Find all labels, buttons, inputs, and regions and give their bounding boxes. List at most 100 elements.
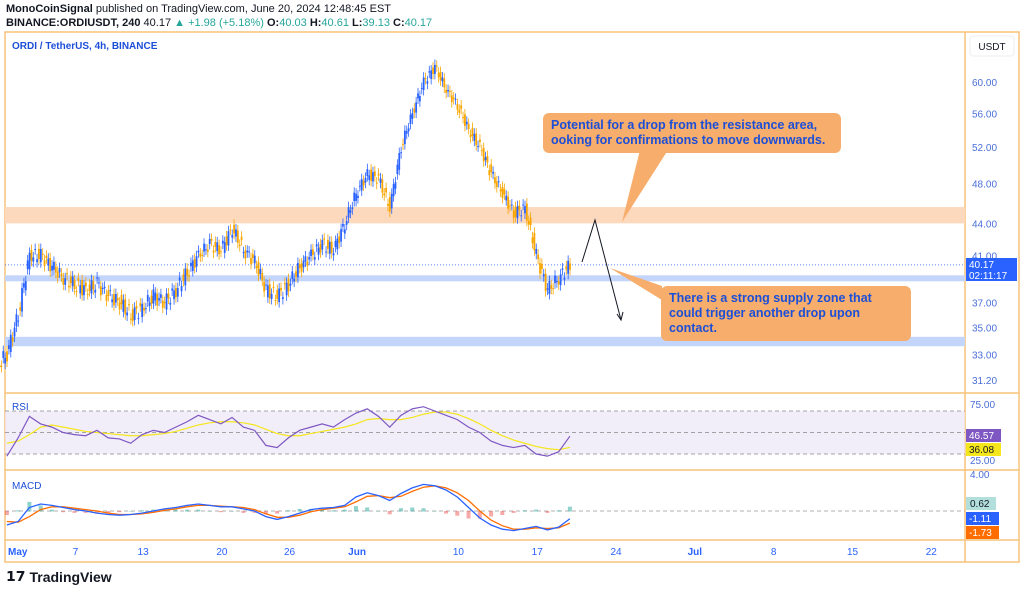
candle xyxy=(557,281,560,285)
candle xyxy=(178,277,181,281)
candle xyxy=(297,262,299,278)
macd-histogram-bar xyxy=(4,511,9,515)
candle xyxy=(452,97,455,100)
candle xyxy=(75,291,78,293)
candle xyxy=(0,366,3,368)
candle xyxy=(434,64,436,74)
candle xyxy=(533,232,536,251)
candle xyxy=(246,250,249,253)
candle xyxy=(66,273,68,275)
candle xyxy=(53,261,55,270)
candle xyxy=(364,177,367,183)
candle xyxy=(540,263,543,270)
candle xyxy=(242,252,245,254)
candle xyxy=(9,334,12,353)
candle xyxy=(146,295,149,302)
candle xyxy=(165,293,168,310)
candle xyxy=(567,260,570,274)
time-tick: 7 xyxy=(73,547,79,558)
candle xyxy=(193,259,196,268)
candle xyxy=(563,277,566,280)
candle xyxy=(86,293,89,295)
candle xyxy=(527,220,530,225)
candle xyxy=(428,71,431,73)
candle xyxy=(176,287,179,297)
candle xyxy=(160,294,162,298)
currency-button[interactable] xyxy=(969,35,1015,57)
candle xyxy=(552,288,555,290)
candle xyxy=(13,327,16,337)
candle xyxy=(81,280,83,296)
candle xyxy=(390,193,393,209)
candle xyxy=(223,242,226,253)
candle xyxy=(347,207,350,218)
candle xyxy=(535,248,538,254)
macd-histogram-bar xyxy=(38,505,43,512)
candle xyxy=(565,266,568,270)
candle xyxy=(60,273,63,277)
candle xyxy=(229,229,232,231)
candle xyxy=(490,164,493,173)
candle xyxy=(274,300,277,302)
candle xyxy=(355,193,357,201)
candle xyxy=(173,290,175,300)
candle xyxy=(503,188,506,195)
candle xyxy=(17,320,20,322)
candle xyxy=(302,260,305,268)
tradingview-logo[interactable]: 𝟭𝟳 TradingView xyxy=(6,568,112,585)
candle xyxy=(392,184,395,197)
candle xyxy=(272,286,275,288)
candle xyxy=(212,250,215,253)
candle xyxy=(257,261,260,276)
candle xyxy=(520,215,523,217)
chart-title: ORDI / TetherUS, 4h, BINANCE xyxy=(12,41,158,52)
annotation-resistance[interactable]: Potential for a drop from the resistance… xyxy=(543,113,841,153)
candle xyxy=(167,293,170,299)
candle xyxy=(445,89,448,93)
candle xyxy=(197,250,200,253)
candle xyxy=(143,307,145,311)
candle xyxy=(265,284,267,286)
macd-histogram-bar xyxy=(320,509,325,512)
annotation-supply[interactable]: There is a strong supply zone that could… xyxy=(661,286,911,341)
candle xyxy=(163,301,166,304)
up-triangle-icon: ▲ xyxy=(174,17,186,29)
candle xyxy=(253,255,256,264)
last-price: 40.17 xyxy=(143,17,172,29)
candle xyxy=(546,288,549,290)
candle xyxy=(114,294,117,303)
macd-histogram-bar xyxy=(275,511,280,514)
candle xyxy=(221,240,224,244)
support-line xyxy=(5,275,965,282)
candle xyxy=(319,244,322,253)
candle xyxy=(405,131,408,134)
candle xyxy=(4,357,7,364)
candle xyxy=(315,244,318,247)
candle xyxy=(554,275,556,284)
candle xyxy=(385,187,388,193)
candle xyxy=(184,268,187,286)
macd-histogram-bar xyxy=(432,511,437,512)
rsi-ma-tag: 36.08 xyxy=(969,445,994,456)
candle xyxy=(287,279,290,292)
candle xyxy=(283,283,286,285)
candle xyxy=(83,285,85,296)
candle xyxy=(120,294,123,305)
candle xyxy=(377,173,380,176)
annotation-pointer xyxy=(622,150,668,222)
candle xyxy=(156,293,159,306)
macd-histogram-bar xyxy=(511,511,516,513)
candle xyxy=(422,77,425,91)
candle xyxy=(227,231,230,246)
chart-frame xyxy=(4,31,1020,563)
candle xyxy=(295,271,297,277)
macd-histogram-bar xyxy=(444,511,449,514)
candle xyxy=(381,179,384,193)
candle xyxy=(379,178,382,183)
candle xyxy=(542,274,545,277)
candle xyxy=(480,150,483,152)
candle xyxy=(11,337,14,342)
macd-histogram-bar xyxy=(421,508,426,512)
time-tick: 15 xyxy=(847,547,859,558)
